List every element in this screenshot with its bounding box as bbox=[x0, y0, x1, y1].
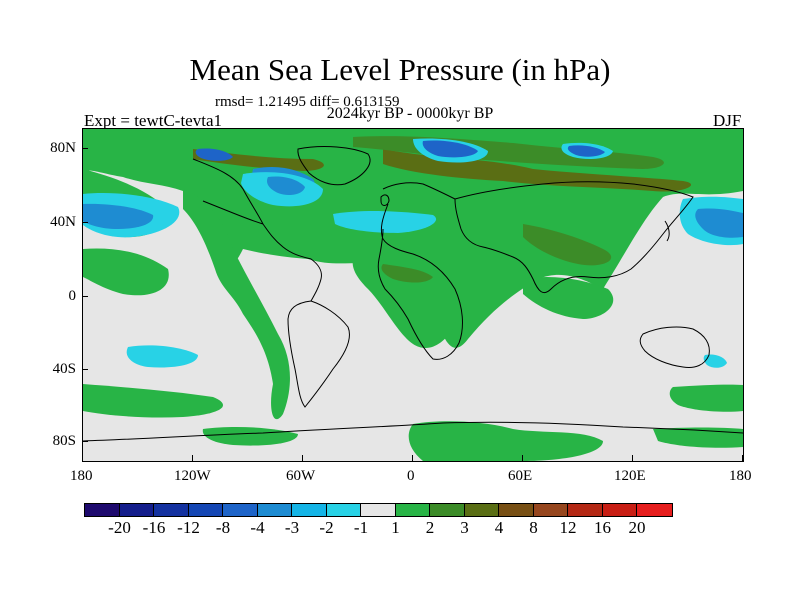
x-tick bbox=[522, 455, 523, 461]
colorbar-label: 8 bbox=[529, 518, 538, 537]
colorbar-label: 1 bbox=[391, 518, 400, 537]
x-tick-label: 120W bbox=[174, 468, 211, 484]
colorbar-segment bbox=[533, 504, 568, 516]
y-tick-label: 0 bbox=[68, 288, 77, 304]
x-tick bbox=[302, 455, 303, 461]
y-tick bbox=[82, 369, 88, 370]
coast-asia bbox=[454, 181, 694, 294]
stats-label: rmsd= 1.21495 diff= 0.613159 bbox=[215, 94, 400, 110]
colorbar-segment bbox=[257, 504, 292, 516]
colorbar-segment bbox=[326, 504, 361, 516]
colorbar-label: 2 bbox=[425, 518, 435, 537]
x-tick bbox=[632, 455, 633, 461]
colorbar-segment bbox=[188, 504, 223, 516]
colorbar-label: -3 bbox=[284, 518, 300, 537]
coast-japan bbox=[664, 220, 670, 242]
colorbar-segment bbox=[119, 504, 154, 516]
x-tick bbox=[82, 455, 83, 461]
anomaly-americas-green bbox=[183, 189, 290, 420]
anomaly-antarctic-green-2 bbox=[202, 426, 298, 446]
colorbar-label: 4 bbox=[494, 518, 504, 537]
anomaly-asia-darkgreen bbox=[523, 224, 612, 266]
colorbar-label: -4 bbox=[250, 518, 265, 537]
colorbar-label: -1 bbox=[353, 518, 369, 537]
x-tick bbox=[742, 455, 743, 461]
colorbar-label: -2 bbox=[319, 518, 334, 537]
experiment-label: Expt = tewtC-tevta1 bbox=[84, 111, 223, 130]
colorbar-segment bbox=[292, 504, 327, 516]
colorbar-segment bbox=[361, 504, 396, 516]
anomaly-atlantic-cyan bbox=[333, 211, 437, 233]
colorbar-label: 12 bbox=[559, 518, 577, 537]
colorbar-segment bbox=[602, 504, 637, 516]
chart-title: Mean Sea Level Pressure (in hPa) bbox=[189, 52, 611, 87]
anomaly-africa-green bbox=[352, 257, 458, 349]
anomaly-atlantic-green bbox=[83, 248, 169, 296]
y-tick bbox=[82, 222, 88, 223]
x-tick-label: 0 bbox=[407, 468, 415, 484]
anomaly-north-pacific-blue bbox=[83, 203, 154, 229]
coast-antarctica bbox=[83, 421, 743, 442]
x-tick-label: 120E bbox=[614, 468, 646, 484]
colorbar-label: 16 bbox=[594, 518, 611, 537]
colorbar-label: -16 bbox=[142, 518, 166, 537]
anomaly-indian-green bbox=[523, 277, 614, 319]
coastlines bbox=[83, 146, 743, 442]
x-tick bbox=[412, 455, 413, 461]
anomaly-antarctic-green-3 bbox=[653, 427, 743, 448]
x-tick bbox=[192, 455, 193, 461]
anomaly-south-green-west bbox=[83, 384, 223, 418]
anomaly-northeast-pacific-blue bbox=[695, 208, 743, 238]
colorbar-segment bbox=[568, 504, 603, 516]
coast-europe-africa bbox=[377, 182, 463, 360]
anomaly-barents-blue bbox=[422, 140, 478, 158]
anomaly-siberia-blue bbox=[567, 145, 605, 157]
coast-north-america bbox=[192, 158, 322, 302]
coast-uk bbox=[380, 194, 390, 206]
x-tick-label: 180 bbox=[729, 468, 752, 484]
coast-south-america bbox=[287, 300, 350, 408]
y-tick bbox=[82, 441, 88, 442]
y-tick-label: 40S bbox=[52, 361, 76, 377]
colorbar-segment bbox=[464, 504, 499, 516]
x-tick-label: 60W bbox=[286, 468, 316, 484]
colorbar-segment bbox=[430, 504, 465, 516]
colorbar bbox=[84, 503, 673, 517]
coast-australia bbox=[639, 326, 710, 368]
anomaly-arctic-blue-west bbox=[195, 148, 233, 161]
colorbar-label: -12 bbox=[177, 518, 200, 537]
map-plot-area bbox=[82, 128, 744, 462]
y-tick bbox=[82, 148, 88, 149]
x-tick-label: 180 bbox=[70, 468, 93, 484]
period-label: 2024kyr BP - 0000kyr BP bbox=[326, 105, 494, 122]
colorbar-label: 20 bbox=[628, 518, 646, 537]
anomaly-south-pacific-cyan bbox=[126, 345, 198, 368]
colorbar-segment bbox=[499, 504, 534, 516]
colorbar-label: 3 bbox=[460, 518, 469, 537]
y-tick-label: 40N bbox=[50, 214, 76, 230]
colorbar-segment bbox=[85, 504, 120, 516]
colorbar-segment bbox=[154, 504, 189, 516]
colorbar-segment bbox=[223, 504, 258, 516]
colorbar-segment bbox=[395, 504, 430, 516]
anomaly-australia-cyan bbox=[703, 354, 727, 368]
x-tick-label: 60E bbox=[508, 468, 533, 484]
y-tick bbox=[82, 296, 88, 297]
y-tick-label: 80N bbox=[50, 140, 76, 156]
colorbar-label: -20 bbox=[108, 518, 131, 537]
anomaly-greenland-blue-core bbox=[267, 176, 305, 195]
colorbar-segment bbox=[637, 504, 672, 516]
map-svg bbox=[83, 129, 743, 461]
colorbar-label: -8 bbox=[215, 518, 231, 537]
coast-greenland bbox=[297, 146, 371, 186]
anomaly-antarctic-green bbox=[408, 421, 603, 461]
season-label: DJF bbox=[713, 111, 742, 130]
anomaly-africa-darkgreen bbox=[381, 264, 433, 283]
anomaly-south-green-east bbox=[669, 384, 743, 412]
y-tick-label: 80S bbox=[52, 433, 76, 449]
